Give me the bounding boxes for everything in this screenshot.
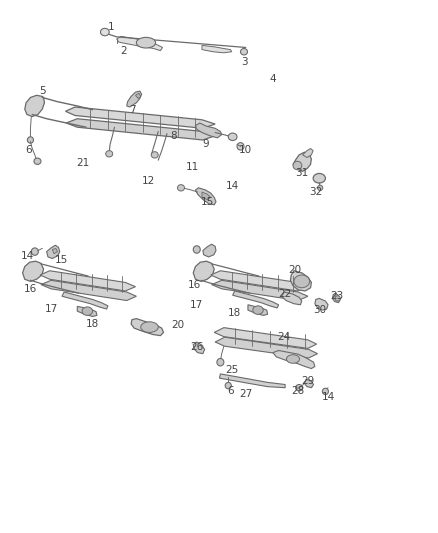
Text: 15: 15 [54,255,67,265]
Polygon shape [135,93,141,99]
Text: 7: 7 [129,104,136,115]
Polygon shape [214,328,316,349]
Polygon shape [46,245,60,259]
Ellipse shape [312,173,325,183]
Ellipse shape [295,384,302,391]
Text: 21: 21 [76,158,89,168]
Ellipse shape [141,322,158,333]
Text: 18: 18 [228,308,241,318]
Text: 3: 3 [241,57,247,67]
Ellipse shape [151,152,158,158]
Polygon shape [215,337,317,358]
Polygon shape [272,351,314,368]
Text: 17: 17 [190,300,203,310]
Text: 24: 24 [277,332,290,342]
Ellipse shape [240,49,247,55]
Polygon shape [302,149,312,158]
Polygon shape [210,271,306,291]
Text: 27: 27 [239,389,252,399]
Ellipse shape [100,28,109,36]
Polygon shape [219,374,285,387]
Text: 28: 28 [290,386,304,397]
Polygon shape [195,123,221,138]
Text: 11: 11 [185,161,198,172]
Text: 2: 2 [120,46,126,55]
Ellipse shape [82,307,92,316]
Polygon shape [292,152,311,171]
Text: 22: 22 [278,289,291,299]
Ellipse shape [193,246,200,253]
Ellipse shape [252,306,263,314]
Polygon shape [314,298,327,310]
Text: 32: 32 [308,187,321,197]
Text: 14: 14 [226,181,239,191]
Text: 20: 20 [288,265,300,274]
Text: 1: 1 [108,22,114,33]
Text: 10: 10 [238,144,251,155]
Polygon shape [304,379,313,387]
Polygon shape [62,292,108,309]
Text: 26: 26 [190,342,203,352]
Polygon shape [52,248,57,254]
Ellipse shape [34,158,41,165]
Ellipse shape [216,359,223,366]
Polygon shape [41,280,136,301]
Text: 30: 30 [312,305,325,315]
Polygon shape [211,280,307,301]
Text: 9: 9 [202,139,208,149]
Ellipse shape [317,185,322,190]
Polygon shape [65,107,215,128]
Text: 15: 15 [200,197,213,207]
Text: 16: 16 [24,284,37,294]
Ellipse shape [225,382,231,389]
Text: 8: 8 [170,131,177,141]
Text: 6: 6 [226,386,233,397]
Polygon shape [193,261,214,281]
Ellipse shape [286,355,299,364]
Ellipse shape [136,37,155,48]
Polygon shape [202,244,215,257]
Polygon shape [127,91,141,107]
Text: 4: 4 [269,75,276,84]
Text: 12: 12 [141,176,155,187]
Text: 6: 6 [25,144,32,155]
Polygon shape [232,291,278,308]
Ellipse shape [106,151,113,157]
Text: 31: 31 [294,168,307,178]
Polygon shape [22,261,43,281]
Text: 20: 20 [171,320,184,330]
Ellipse shape [177,184,184,191]
Polygon shape [201,192,210,199]
Polygon shape [66,119,215,140]
Polygon shape [77,306,97,317]
Text: 5: 5 [39,86,46,96]
Polygon shape [117,36,162,51]
Polygon shape [195,188,215,205]
Ellipse shape [334,296,339,301]
Polygon shape [247,305,267,316]
Ellipse shape [31,248,38,255]
Text: 23: 23 [329,291,343,301]
Ellipse shape [228,133,237,141]
Ellipse shape [292,161,301,169]
Text: 29: 29 [300,376,314,386]
Text: 18: 18 [86,319,99,329]
Polygon shape [201,45,231,53]
Polygon shape [40,271,135,291]
Text: 17: 17 [44,304,57,314]
Ellipse shape [27,137,33,143]
Ellipse shape [321,388,328,394]
Ellipse shape [293,275,309,288]
Polygon shape [290,271,311,291]
Text: 16: 16 [187,280,200,290]
Text: 14: 14 [321,392,334,402]
Polygon shape [193,342,204,354]
Polygon shape [25,95,44,117]
Text: 25: 25 [225,365,238,375]
Ellipse shape [237,143,244,150]
Text: 14: 14 [20,251,33,261]
Polygon shape [281,292,301,305]
Polygon shape [332,293,339,303]
Polygon shape [131,319,163,336]
